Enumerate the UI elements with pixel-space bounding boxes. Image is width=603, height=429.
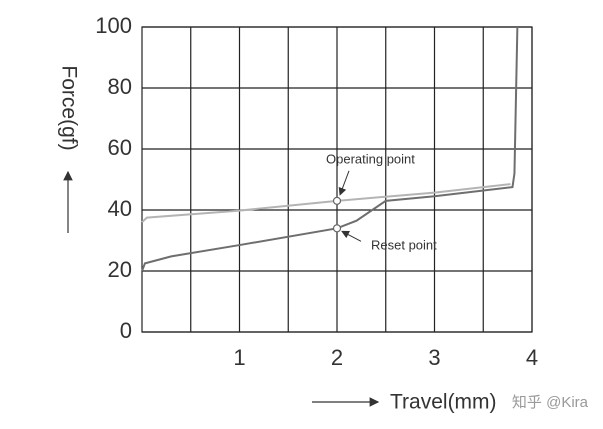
annotation-label: Reset point: [371, 238, 437, 253]
annotation-point: [332, 224, 342, 233]
x-tick-label: 1: [233, 345, 245, 370]
y-tick-label: 100: [95, 13, 132, 38]
x-axis-label: Travel(mm): [390, 391, 497, 414]
x-tick-label: 3: [428, 345, 440, 370]
annotation-point: [332, 196, 342, 205]
annotation-label: Operating point: [326, 151, 415, 166]
y-tick-label: 20: [108, 257, 132, 282]
watermark: 知乎 @Kira: [512, 394, 589, 411]
series-line: [141, 183, 511, 223]
y-axis-label: Force(gf): [57, 65, 80, 150]
annotation-arrow: [338, 170, 350, 196]
y-tick-label: 60: [108, 135, 132, 160]
x-tick-label: 4: [526, 345, 538, 370]
series-line: [141, 26, 519, 272]
y-tick-label: 80: [108, 74, 132, 99]
x-tick-label: 2: [331, 345, 343, 370]
annotation-arrow: [341, 230, 362, 242]
y-tick-label: 0: [120, 318, 132, 343]
y-tick-label: 40: [108, 196, 132, 221]
